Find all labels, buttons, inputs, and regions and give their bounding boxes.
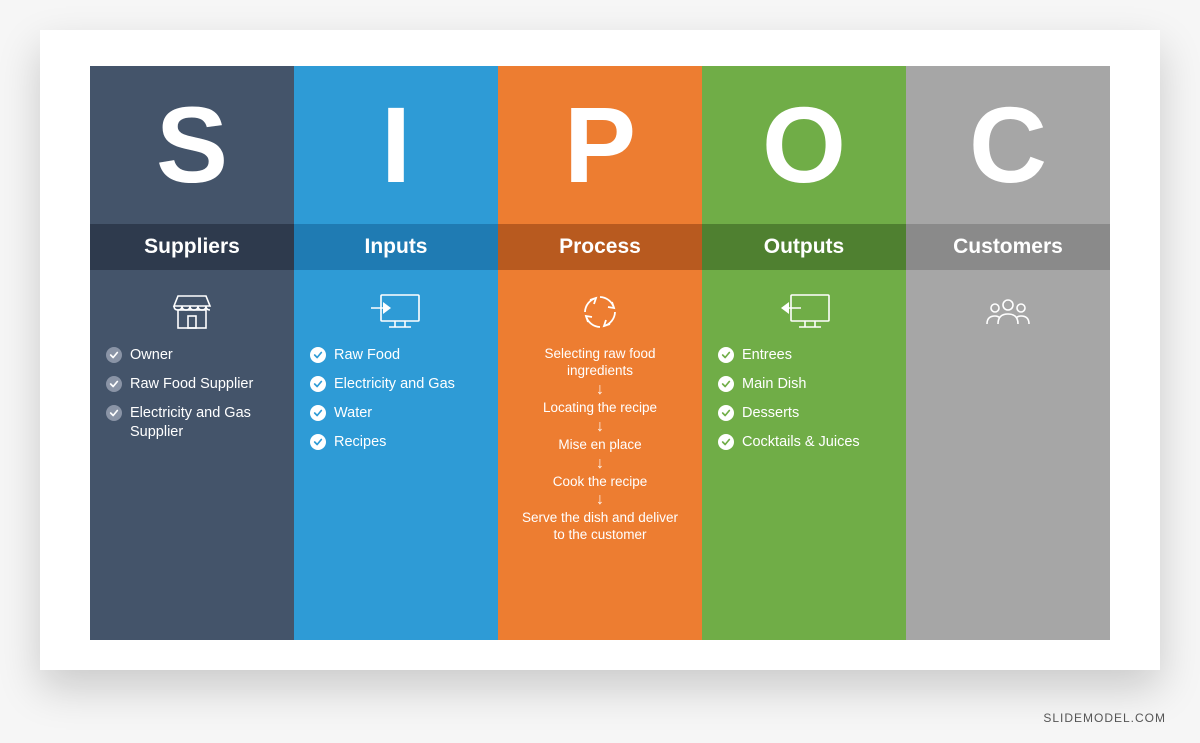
item-list: Raw Food Electricity and Gas Water Recipes [310, 346, 482, 461]
check-icon [310, 434, 326, 450]
list-item: Raw Food [310, 346, 482, 365]
list-item: Owner [106, 346, 278, 365]
column-letter: P [564, 91, 636, 199]
check-icon [310, 347, 326, 363]
people-icon [984, 284, 1032, 340]
item-label: Entrees [742, 346, 792, 365]
column-customers: C Customers [906, 66, 1110, 640]
column-title: Suppliers [90, 224, 294, 270]
process-steps: Selecting raw food ingredients ↓ Locating … [514, 346, 686, 544]
sipoc-columns: S Suppliers Owner Raw Food Supplier Electri… [90, 66, 1110, 640]
list-item: Electricity and Gas Supplier [106, 404, 278, 442]
column-title: Process [498, 224, 702, 270]
item-label: Recipes [334, 433, 386, 452]
column-title: Inputs [294, 224, 498, 270]
column-outputs: O Outputs Entrees Main Dish Desserts Cocktai… [702, 66, 906, 640]
item-label: Raw Food Supplier [130, 375, 253, 394]
column-body: Entrees Main Dish Desserts Cocktails & Juic… [702, 270, 906, 640]
process-step: Serve the dish and deliver to the custom… [516, 510, 684, 544]
check-icon [106, 405, 122, 421]
column-body: Selecting raw food ingredients ↓ Locating … [498, 270, 702, 640]
item-list: Owner Raw Food Supplier Electricity and Ga… [106, 346, 278, 451]
list-item: Water [310, 404, 482, 423]
letter-box: P [498, 66, 702, 224]
column-title: Outputs [702, 224, 906, 270]
item-label: Main Dish [742, 375, 806, 394]
sipoc-slide: S Suppliers Owner Raw Food Supplier Electri… [40, 30, 1160, 670]
column-title: Customers [906, 224, 1110, 270]
item-list: Entrees Main Dish Desserts Cocktails & Juic… [718, 346, 890, 461]
list-item: Entrees [718, 346, 890, 365]
store-icon [168, 284, 216, 340]
check-icon [310, 405, 326, 421]
column-body: Owner Raw Food Supplier Electricity and Ga… [90, 270, 294, 640]
monitor-out-icon [777, 284, 831, 340]
column-inputs: I Inputs Raw Food Electricity and Gas Water… [294, 66, 498, 640]
process-step: Locating the recipe [543, 400, 657, 417]
monitor-in-icon [369, 284, 423, 340]
column-suppliers: S Suppliers Owner Raw Food Supplier Electri… [90, 66, 294, 640]
check-icon [106, 376, 122, 392]
check-icon [718, 347, 734, 363]
item-label: Electricity and Gas [334, 375, 455, 394]
check-icon [718, 434, 734, 450]
down-arrow-icon: ↓ [596, 492, 604, 508]
list-item: Desserts [718, 404, 890, 423]
watermark: SLIDEMODEL.COM [1043, 711, 1166, 725]
letter-box: O [702, 66, 906, 224]
list-item: Main Dish [718, 375, 890, 394]
column-body [906, 270, 1110, 640]
column-process: P Process Selecting raw food ingredients ↓… [498, 66, 702, 640]
column-letter: I [381, 91, 411, 199]
item-label: Cocktails & Juices [742, 433, 860, 452]
column-letter: C [969, 91, 1047, 199]
down-arrow-icon: ↓ [596, 382, 604, 398]
list-item: Recipes [310, 433, 482, 452]
item-label: Raw Food [334, 346, 400, 365]
column-letter: S [156, 91, 228, 199]
item-label: Water [334, 404, 372, 423]
list-item: Cocktails & Juices [718, 433, 890, 452]
check-icon [106, 347, 122, 363]
process-step: Cook the recipe [553, 474, 648, 491]
item-label: Electricity and Gas Supplier [130, 404, 278, 442]
check-icon [718, 376, 734, 392]
column-body: Raw Food Electricity and Gas Water Recipes [294, 270, 498, 640]
check-icon [310, 376, 326, 392]
down-arrow-icon: ↓ [596, 456, 604, 472]
process-step: Selecting raw food ingredients [516, 346, 684, 380]
letter-box: S [90, 66, 294, 224]
list-item: Electricity and Gas [310, 375, 482, 394]
item-label: Desserts [742, 404, 799, 423]
letter-box: C [906, 66, 1110, 224]
cycle-icon [580, 284, 620, 340]
item-label: Owner [130, 346, 173, 365]
column-letter: O [762, 91, 846, 199]
list-item: Raw Food Supplier [106, 375, 278, 394]
down-arrow-icon: ↓ [596, 419, 604, 435]
letter-box: I [294, 66, 498, 224]
check-icon [718, 405, 734, 421]
process-step: Mise en place [558, 437, 641, 454]
